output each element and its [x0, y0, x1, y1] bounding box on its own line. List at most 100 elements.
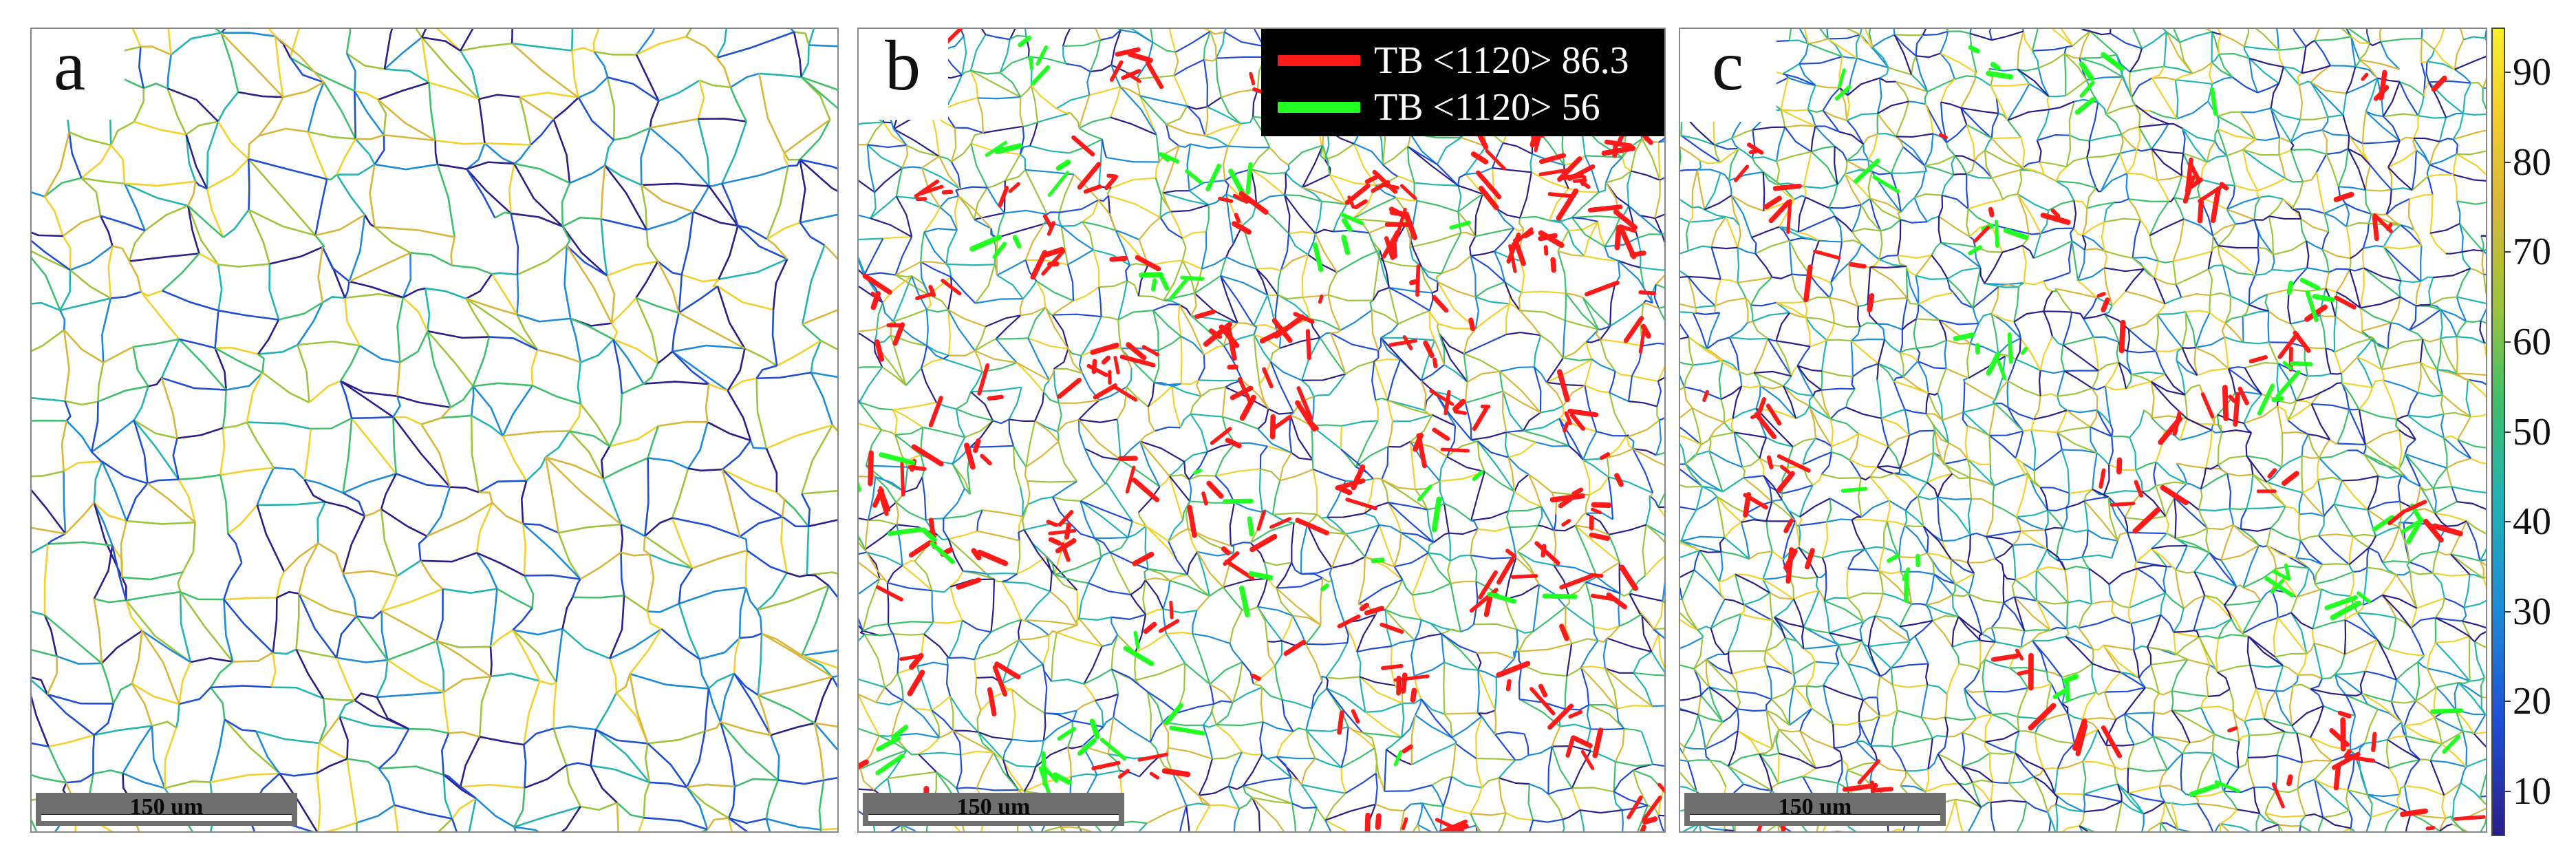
twin-boundary-86-mark [1657, 782, 1664, 793]
twin-boundary-86-mark [2333, 191, 2354, 202]
twin-boundary-86-mark [1104, 175, 1118, 191]
panel-c-scalebar: 150 um [1684, 793, 1946, 826]
twin-boundary-86-mark [1478, 185, 1499, 211]
twin-boundary-86-mark [2160, 484, 2189, 506]
twin-boundary-86-mark [1483, 593, 1493, 617]
twin-boundary-56-mark [1169, 725, 1205, 736]
twin-boundary-86-mark [1237, 377, 1253, 405]
twin-boundary-86-mark [956, 577, 981, 590]
twin-boundary-86-mark [2454, 815, 2486, 821]
twin-boundary-86-mark [1534, 541, 1560, 566]
twin-boundary-86-mark [1058, 510, 1074, 527]
twin-boundary-86-mark [1351, 475, 1360, 490]
twin-boundary-56-mark [1238, 585, 1250, 618]
twin-boundary-86-mark [1538, 230, 1565, 248]
twin-boundary-86-mark [2101, 725, 2123, 758]
twin-boundary-86-mark [868, 450, 874, 487]
twin-boundary-86-mark [2099, 468, 2106, 489]
twin-boundary-56-mark [1035, 45, 1049, 66]
twin-boundary-56-mark [2271, 396, 2284, 403]
twin-boundary-86-mark [1559, 624, 1569, 641]
twin-boundary-86-mark [2198, 183, 2225, 203]
twin-boundary-86-mark [1475, 170, 1502, 200]
panel-a-notch [32, 29, 125, 120]
twin-boundary-86-mark [1440, 447, 1470, 453]
twin-boundary-86-mark [2271, 782, 2285, 809]
panel-b-notch [859, 29, 948, 120]
twin-boundary-56-mark [2214, 780, 2240, 793]
twin-boundary-86-mark [1642, 796, 1662, 822]
colorbar-tick-mark [2505, 72, 2511, 74]
twin-boundary-86-mark [1564, 411, 1572, 425]
twin-boundary-86-mark [1857, 759, 1880, 785]
grain-boundary-path [32, 29, 837, 831]
twin-boundary-86-mark [2361, 72, 2369, 81]
twin-boundary-86-mark [1113, 356, 1120, 375]
twin-boundary-86-mark [1158, 619, 1180, 633]
twin-boundary-86-mark [1249, 72, 1256, 86]
twin-boundary-86-mark [1734, 164, 1750, 182]
twin-boundary-86-mark [2116, 457, 2123, 475]
twin-boundary-86-mark [1210, 427, 1232, 445]
twin-boundary-86-mark [2158, 416, 2183, 445]
twin-boundary-86-mark [1571, 487, 1584, 496]
twin-boundary-86-mark [1232, 193, 1249, 204]
grain-boundary-path [1680, 29, 2486, 831]
twin-boundary-86-mark [1743, 491, 1752, 518]
twin-boundary-86-mark [1351, 709, 1360, 724]
twin-boundary-86-mark [1757, 397, 1767, 416]
grain-boundary-path [1680, 29, 2486, 831]
colorbar-tick-label: 70 [2513, 231, 2551, 274]
twin-boundary-56-mark [2074, 97, 2096, 115]
twin-boundary-56-mark [2284, 563, 2291, 581]
twin-boundary-86-mark [992, 665, 1008, 697]
twin-boundary-86-mark [1223, 551, 1240, 566]
twin-boundary-56-mark [2079, 81, 2095, 98]
twin-boundary-56-mark [1245, 162, 1253, 195]
twin-boundary-86-mark [1143, 621, 1157, 635]
twin-boundary-86-mark [1203, 321, 1232, 347]
twin-boundary-56-mark [1057, 727, 1077, 741]
twin-boundary-86-mark [1538, 153, 1566, 164]
twin-boundary-56-mark [2372, 515, 2395, 532]
twin-boundary-86-mark [1614, 224, 1622, 251]
twin-boundary-86-mark [1401, 817, 1408, 831]
twin-boundary-86-mark [1251, 673, 1261, 681]
twin-boundary-86-mark [1055, 538, 1077, 553]
twin-boundary-56-mark [1840, 487, 1868, 493]
twin-boundary-86-mark [2334, 295, 2357, 310]
twin-boundary-86-mark [1813, 249, 1841, 260]
twin-boundary-86-mark [1763, 195, 1782, 210]
twin-boundary-56-mark [1472, 470, 1484, 481]
twin-boundary-86-mark [1269, 414, 1276, 440]
twin-boundary-56-mark [1341, 235, 1351, 255]
twin-boundary-56-mark [1123, 646, 1155, 666]
twin-boundary-86-mark [1041, 249, 1066, 276]
twin-boundary-86-mark [1439, 823, 1469, 831]
twin-boundary-86-mark [1606, 592, 1627, 610]
twin-boundary-56-mark [1248, 571, 1274, 581]
colorbar-tick-label: 90 [2513, 51, 2551, 94]
twin-boundary-86-mark [1453, 409, 1468, 416]
twin-boundary-56-mark [1012, 235, 1022, 249]
twin-boundary-56-mark [1041, 764, 1059, 783]
twin-boundary-86-mark [2432, 523, 2463, 537]
twin-boundary-86-mark [1269, 517, 1292, 529]
twin-boundary-56-mark [2275, 370, 2301, 398]
twin-boundary-86-mark [2386, 222, 2393, 232]
twin-boundary-86-mark [1090, 342, 1119, 355]
twin-boundary-86-mark [1547, 703, 1574, 730]
twin-boundary-56-mark [2430, 708, 2464, 714]
twin-boundary-56-mark [1990, 61, 2001, 71]
twin-boundary-86-mark [1149, 771, 1160, 780]
twin-boundary-86-mark [1538, 167, 1572, 177]
grain-boundary-path [43, 29, 837, 831]
twin-boundary-86-mark [941, 279, 962, 296]
twin-boundary-56-mark [2079, 61, 2094, 81]
twin-boundary-56-mark [1997, 359, 2007, 381]
colorbar-tick-mark [2505, 431, 2511, 433]
twin-boundary-86-mark [2200, 392, 2215, 419]
twin-boundary-86-mark [1344, 183, 1371, 205]
twin-boundary-56-mark [2101, 52, 2125, 72]
twin-boundary-56-mark [2064, 678, 2070, 702]
